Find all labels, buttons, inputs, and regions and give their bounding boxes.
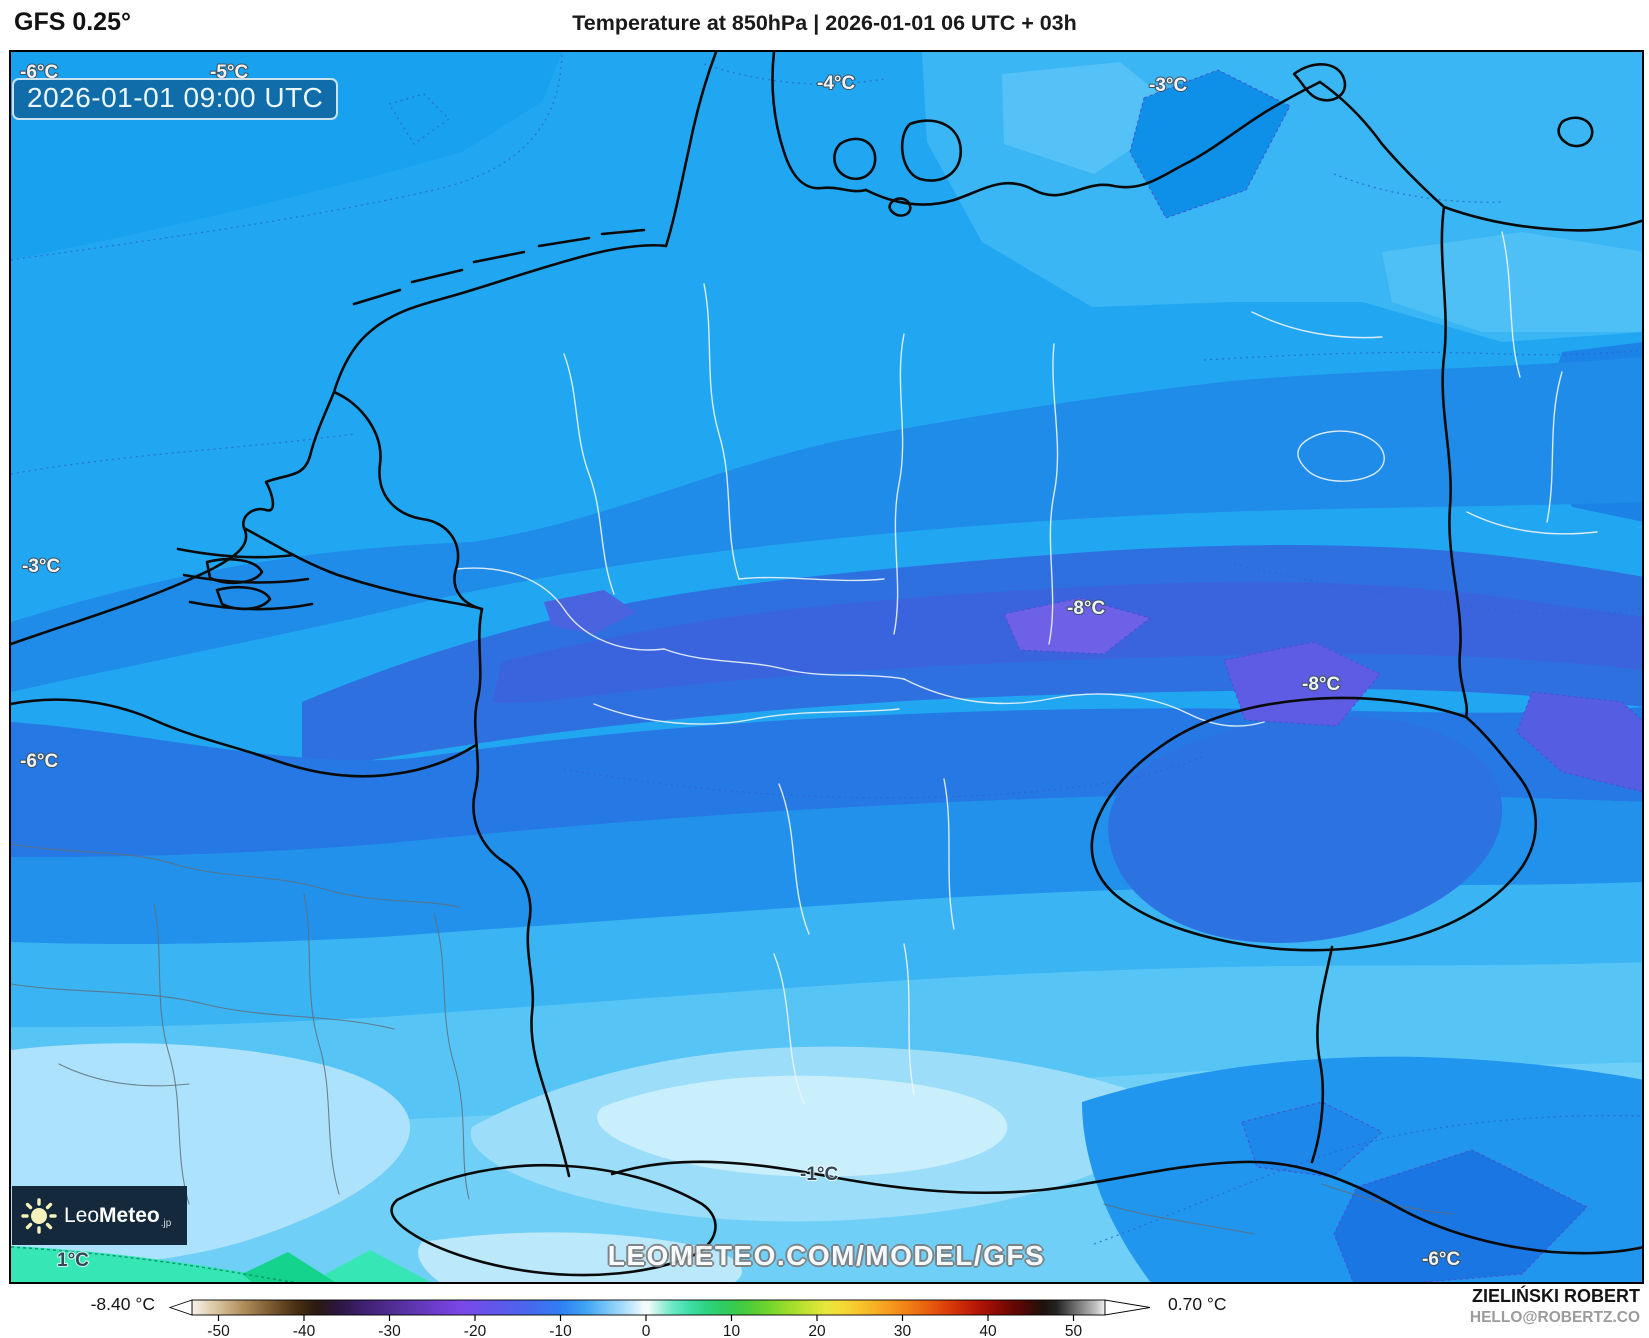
colorbar-tick-label: 50 [1065,1323,1083,1338]
logo-part-meteo: Meteo [99,1203,160,1227]
colorbar: -50 -40 -30 -20 -10 0 10 20 30 40 50 [168,1299,1151,1338]
colorbar-tick-label: 10 [723,1323,741,1338]
temp-region [1382,232,1642,332]
isotherm-dashed-lines [11,53,1642,1282]
temp-region-warm [11,1246,307,1282]
colorbar-max-label: 0.70 °C [1168,1294,1227,1314]
colorbar-right-arrow [1104,1299,1151,1316]
temp-region-warm [242,1252,335,1282]
sun-icon [21,1197,57,1234]
temperature-fill-regions [11,52,1642,1282]
country-borders-black [11,52,1642,1277]
map-temp-label: -3°C [22,556,60,577]
logo-suffix: .jp [160,1217,172,1229]
colorbar-tick-label: -50 [207,1323,230,1338]
temp-region-cold-purple [1516,691,1642,793]
page-title: Temperature at 850hPa | 2026-01-01 06 UT… [572,11,1077,35]
credits: ZIELIŃSKI ROBERT HELLO@ROBERTZ.CO [1470,1285,1640,1329]
watermark: LEOMETEO.COM/MODEL/GFS [607,1240,1046,1271]
timestamp-badge: 2026-01-01 09:00 UTC [12,78,339,120]
colorbar-tick-label: -10 [549,1323,572,1338]
map-temp-label: -6°C [20,751,58,772]
colorbar-tick-label: -40 [293,1323,316,1338]
logo-wordmark: LeoMeteo.jp [64,1203,172,1229]
colorbar-tick-label: 0 [642,1323,651,1338]
map-temp-label: 1°C [57,1250,89,1271]
temp-region-cold-purple [1003,597,1152,655]
map-temp-label: -8°C [1067,598,1105,619]
colorbar-tick-label: -20 [464,1323,487,1338]
region-borders-gray [11,843,1455,1235]
leometeo-logo: LeoMeteo.jp [12,1186,187,1245]
map-canvas: -6°C -5°C -4°C -3°C -3°C -8°C -8°C -6°C -1°C 1°C -… [9,50,1644,1284]
map-temp-labels: -6°C -5°C-4°C -3°C-3°C-8°C-8°C-6°C-1°C1°C -… [19,61,1461,1272]
map-svg: -6°C -5°C-4°C -3°C-3°C-8°C-8°C-6°C-1°C1°C -… [11,52,1642,1282]
colorbar-left-arrow [168,1299,193,1316]
logo-part-leo: Leo [64,1203,100,1227]
contact-email: HELLO@ROBERTZ.CO [1469,1309,1640,1327]
map-temp-label: -8°C [1302,674,1340,695]
temp-region [1002,62,1184,174]
temp-region [418,1232,742,1282]
temp-region-alpine [597,1075,1008,1177]
map-temp-label: -1°C [800,1164,838,1185]
colorbar-min-label: -8.40 °C [90,1294,155,1314]
author-name: ZIELIŃSKI ROBERT [1471,1286,1640,1306]
temp-region [1108,716,1503,943]
state-borders-white [455,231,1598,1105]
colorbar-tick-label: 20 [808,1323,826,1338]
map-temp-label: -4°C [817,73,855,94]
temp-region [1241,1101,1383,1178]
temp-region [1129,69,1291,219]
model-label: GFS 0.25° [14,8,131,36]
colorbar-tick-label: -30 [378,1323,401,1338]
map-temp-label: -3°C [1149,75,1187,96]
temp-region [11,357,1642,692]
temp-region [544,590,636,634]
colorbar-tick-label: 40 [979,1323,997,1338]
colorbar-tick-label: 30 [894,1323,912,1338]
temp-region-warm [310,1250,431,1282]
colorbar-gradient [191,1299,1106,1316]
map-temp-label: -6°C [1422,1249,1460,1270]
temp-region [11,962,1642,1125]
